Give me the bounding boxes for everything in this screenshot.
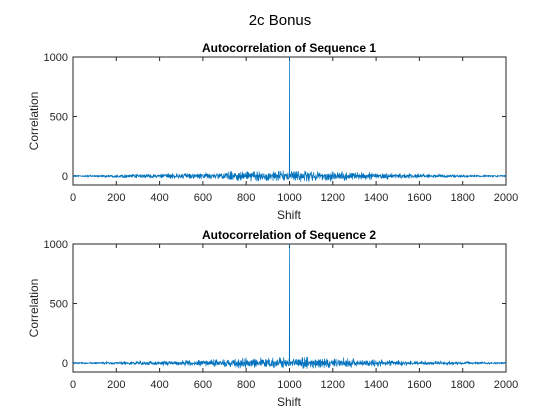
axes-1-ylabel: Correlation bbox=[27, 92, 41, 151]
series-line bbox=[72, 243, 507, 369]
series-line bbox=[72, 56, 507, 182]
x-tick-label: 0 bbox=[70, 379, 76, 391]
y-tick-label: 1000 bbox=[44, 52, 68, 64]
x-tick-label: 1600 bbox=[407, 379, 431, 391]
axes-2: Autocorrelation of Sequence 2 0 200 400 600… bbox=[27, 228, 518, 409]
axes-1: Autocorrelation of Sequence 1 0 200 400 600… bbox=[27, 41, 518, 222]
axes-1-series bbox=[72, 56, 507, 182]
x-tick-label: 400 bbox=[150, 379, 168, 391]
y-tick-label: 1000 bbox=[44, 239, 68, 251]
y-tick-label: 0 bbox=[62, 358, 68, 370]
x-tick-label: 2000 bbox=[494, 379, 518, 391]
y-tick-label: 0 bbox=[62, 171, 68, 183]
x-tick-label: 400 bbox=[150, 192, 168, 204]
x-tick-label: 600 bbox=[194, 379, 212, 391]
x-tick-label: 200 bbox=[107, 192, 125, 204]
x-tick-label: 1800 bbox=[450, 192, 474, 204]
x-tick-label: 1200 bbox=[321, 192, 345, 204]
x-tick-label: 1000 bbox=[277, 379, 301, 391]
axes-2-ticks: 0 200 400 600 800 1000 1200 1400 1600 1800 2000 0 50… bbox=[44, 239, 519, 391]
x-tick-label: 200 bbox=[107, 379, 125, 391]
x-tick-label: 1400 bbox=[364, 379, 388, 391]
x-tick-label: 600 bbox=[194, 192, 212, 204]
figure-title: 2c Bonus bbox=[249, 12, 312, 29]
axes-1-ticks: 0 200 400 600 800 1000 1200 1400 1600 1800 2000 0 50… bbox=[44, 52, 519, 204]
axes-2-ylabel: Correlation bbox=[27, 279, 41, 338]
x-tick-label: 800 bbox=[237, 379, 255, 391]
x-tick-label: 2000 bbox=[494, 192, 518, 204]
axes-2-series bbox=[72, 243, 507, 369]
axes-2-xlabel: Shift bbox=[277, 395, 302, 409]
x-tick-label: 800 bbox=[237, 192, 255, 204]
x-tick-label: 0 bbox=[70, 192, 76, 204]
axes-1-title: Autocorrelation of Sequence 1 bbox=[202, 41, 376, 55]
y-tick-label: 500 bbox=[50, 112, 68, 124]
x-tick-label: 1600 bbox=[407, 192, 431, 204]
x-tick-label: 1000 bbox=[277, 192, 301, 204]
x-tick-label: 1400 bbox=[364, 192, 388, 204]
y-tick-label: 500 bbox=[50, 299, 68, 311]
axes-2-title: Autocorrelation of Sequence 2 bbox=[202, 228, 376, 242]
x-tick-label: 1800 bbox=[450, 379, 474, 391]
x-tick-label: 1200 bbox=[321, 379, 345, 391]
axes-1-xlabel: Shift bbox=[277, 208, 302, 222]
